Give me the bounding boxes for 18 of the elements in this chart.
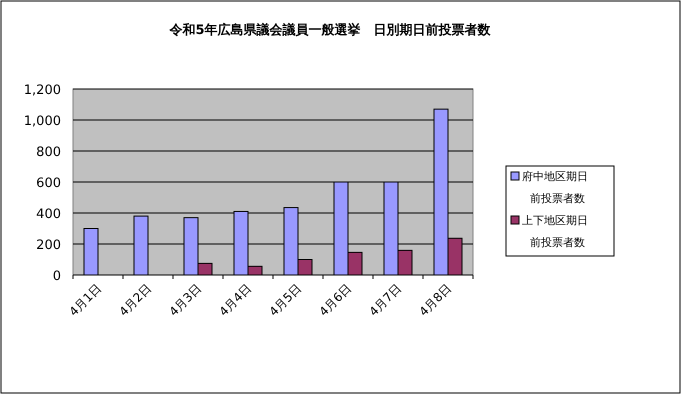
legend-label: 上下地区期日前投票者数 <box>522 214 588 249</box>
y-tick-label: 1,200 <box>24 83 61 98</box>
legend-label: 府中地区期日前投票者数 <box>522 170 588 205</box>
x-tick-label: 4月5日 <box>266 281 304 319</box>
x-tick-label: 4月4日 <box>216 281 254 319</box>
y-tick-label: 0 <box>52 269 61 284</box>
x-tick-label: 4月7日 <box>366 281 404 319</box>
y-tick-label: 800 <box>36 145 61 160</box>
x-tick-label: 4月3日 <box>166 281 204 319</box>
y-tick-label: 400 <box>36 207 61 222</box>
y-tick-label: 600 <box>36 176 61 191</box>
x-tick-label: 4月6日 <box>316 281 354 319</box>
x-tick-label: 4月2日 <box>116 281 154 319</box>
chart-title: 令和5年広島県議会議員一般選挙 日別期日前投票者数 <box>168 22 492 38</box>
x-tick-label: 4月8日 <box>416 281 454 319</box>
y-tick-label: 1,000 <box>24 114 61 129</box>
x-tick-label: 4月1日 <box>66 281 104 319</box>
y-tick-label: 200 <box>36 238 61 253</box>
